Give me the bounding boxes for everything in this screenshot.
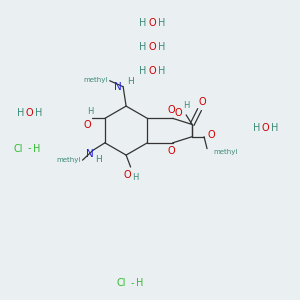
Text: methyl: methyl bbox=[84, 77, 108, 83]
Text: H: H bbox=[158, 66, 165, 76]
Text: O: O bbox=[148, 42, 156, 52]
Text: O: O bbox=[167, 146, 175, 156]
Text: N: N bbox=[114, 82, 122, 92]
Text: Cl: Cl bbox=[14, 143, 23, 154]
Text: H: H bbox=[87, 107, 93, 116]
Text: N: N bbox=[86, 149, 94, 159]
Text: methyl: methyl bbox=[57, 157, 81, 163]
Text: H: H bbox=[140, 42, 147, 52]
Text: O: O bbox=[124, 170, 131, 180]
Text: H: H bbox=[127, 77, 134, 86]
Text: H: H bbox=[35, 108, 43, 118]
Text: -: - bbox=[27, 143, 31, 154]
Text: O: O bbox=[26, 108, 34, 118]
Text: O: O bbox=[167, 105, 175, 115]
Text: H: H bbox=[140, 18, 147, 28]
Text: H: H bbox=[33, 143, 40, 154]
Text: H: H bbox=[158, 42, 165, 52]
Text: Cl: Cl bbox=[117, 278, 126, 288]
Text: -: - bbox=[130, 278, 134, 288]
Text: O: O bbox=[262, 123, 269, 133]
Text: H: H bbox=[17, 108, 24, 118]
Text: H: H bbox=[140, 66, 147, 76]
Text: H: H bbox=[96, 155, 102, 164]
Text: O: O bbox=[207, 130, 215, 140]
Text: O: O bbox=[175, 108, 182, 118]
Text: O: O bbox=[148, 66, 156, 76]
Text: H: H bbox=[133, 173, 139, 182]
Text: H: H bbox=[158, 18, 165, 28]
Text: H: H bbox=[271, 123, 278, 133]
Text: methyl: methyl bbox=[213, 148, 237, 154]
Text: O: O bbox=[199, 97, 206, 106]
Text: H: H bbox=[136, 278, 143, 288]
Text: H: H bbox=[253, 123, 260, 133]
Text: O: O bbox=[83, 120, 91, 130]
Text: H: H bbox=[183, 101, 189, 110]
Text: O: O bbox=[148, 18, 156, 28]
